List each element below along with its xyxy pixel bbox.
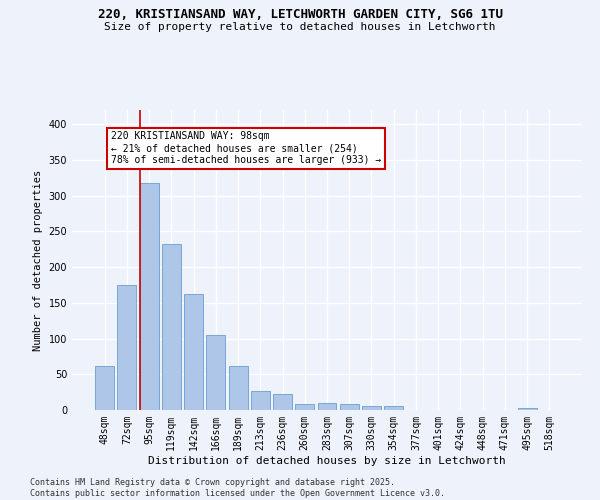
Bar <box>229 366 248 410</box>
Bar <box>518 408 536 410</box>
Bar <box>251 390 270 410</box>
Bar <box>140 183 158 410</box>
Y-axis label: Number of detached properties: Number of detached properties <box>33 170 43 350</box>
Bar <box>162 244 181 410</box>
Bar <box>317 403 337 410</box>
Bar <box>95 366 114 410</box>
Text: 220 KRISTIANSAND WAY: 98sqm
← 21% of detached houses are smaller (254)
78% of se: 220 KRISTIANSAND WAY: 98sqm ← 21% of det… <box>112 132 382 164</box>
Bar <box>340 404 359 410</box>
Text: Size of property relative to detached houses in Letchworth: Size of property relative to detached ho… <box>104 22 496 32</box>
Bar <box>384 406 403 410</box>
Bar <box>295 404 314 410</box>
Text: Contains HM Land Registry data © Crown copyright and database right 2025.
Contai: Contains HM Land Registry data © Crown c… <box>30 478 445 498</box>
Bar <box>273 394 292 410</box>
Bar <box>206 335 225 410</box>
Bar <box>362 406 381 410</box>
Bar <box>184 294 203 410</box>
Text: 220, KRISTIANSAND WAY, LETCHWORTH GARDEN CITY, SG6 1TU: 220, KRISTIANSAND WAY, LETCHWORTH GARDEN… <box>97 8 503 20</box>
Bar <box>118 285 136 410</box>
X-axis label: Distribution of detached houses by size in Letchworth: Distribution of detached houses by size … <box>148 456 506 466</box>
